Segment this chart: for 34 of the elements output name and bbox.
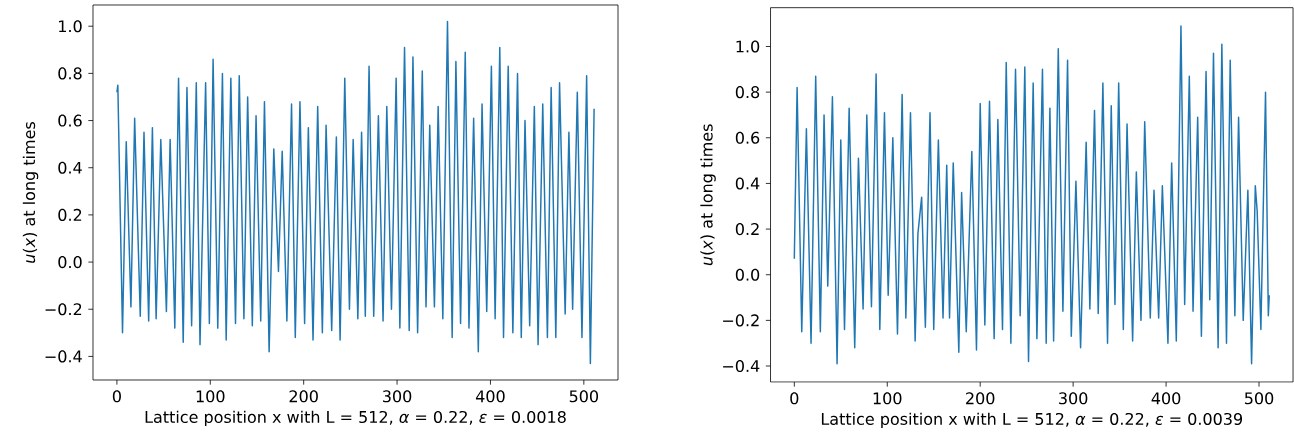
y-tick-label: 0.0 (735, 268, 760, 281)
y-tick-label: 0.4 (58, 161, 82, 174)
line-series (793, 25, 1270, 365)
x-axis-title: Lattice position x with L = 512, α = 0.22, ε = 0.0018 (145, 410, 566, 427)
line-series (116, 20, 595, 365)
y-tick-label: −0.4 (723, 359, 760, 373)
y-tick-label: −0.2 (45, 303, 82, 316)
x-tick-label: 300 (383, 390, 412, 403)
y-tick-label: 1.0 (59, 20, 82, 33)
x-tick-label: 400 (475, 390, 505, 403)
x-tick-label: 200 (289, 390, 318, 403)
x-tick-label: 100 (196, 390, 225, 403)
y-axis-title: u(x) at long times (22, 122, 39, 263)
x-tick-label: 500 (1244, 392, 1274, 405)
y-tick-label: 0.0 (58, 256, 82, 269)
y-tick-label: 0.8 (735, 86, 760, 99)
x-tick-label: 200 (966, 392, 995, 405)
y-tick-label: −0.4 (45, 350, 82, 363)
y-tick-label: 0.6 (735, 131, 760, 144)
x-axis-title: Lattice position x with L = 512, α = 0.22, ε = 0.0039 (821, 412, 1243, 429)
y-tick-label: 1.0 (736, 40, 760, 53)
y-tick-label: 0.8 (58, 67, 82, 80)
y-tick-label: 0.2 (735, 223, 759, 236)
y-tick-label: 0.4 (735, 177, 760, 190)
x-tick-label: 300 (1059, 392, 1088, 405)
y-tick-label: 0.2 (58, 208, 82, 221)
x-tick-label: 500 (569, 390, 599, 403)
x-tick-label: 100 (873, 392, 902, 405)
x-tick-label: 0 (790, 392, 799, 405)
x-tick-label: 400 (1151, 392, 1181, 405)
y-tick-label: 0.6 (58, 114, 82, 127)
x-tick-label: 0 (112, 390, 121, 403)
y-tick-label: −0.2 (723, 314, 759, 327)
y-axis-title: u(x) at long times (700, 124, 716, 266)
